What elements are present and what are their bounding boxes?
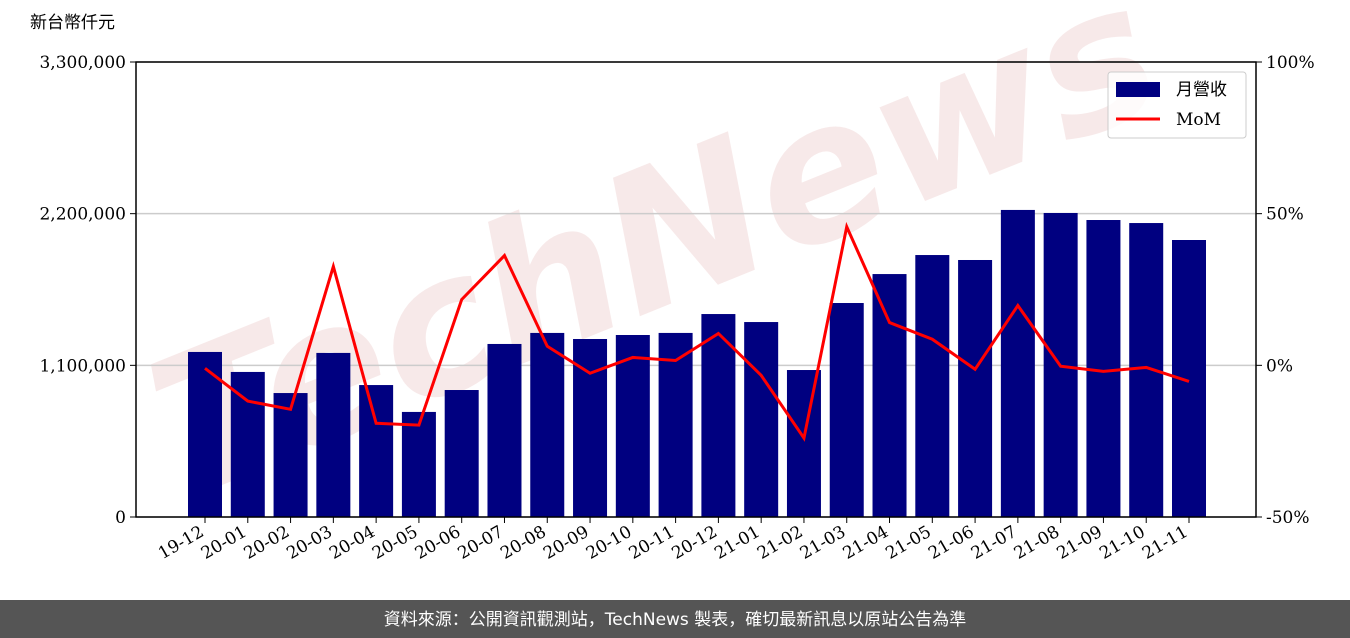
line — [204, 221, 1190, 442]
footer-bar — [0, 600, 1350, 638]
x-tick-label: 21-03 — [797, 522, 849, 564]
bar — [786, 370, 821, 517]
x-tick-label: 20-11 — [626, 522, 678, 564]
y-tick-label: 0 — [115, 508, 126, 528]
bar — [915, 255, 950, 517]
x-tick-label: 20-12 — [668, 522, 720, 564]
y-tick-label: 1,100,000 — [39, 356, 126, 376]
x-tick-label: 21-09 — [1053, 522, 1105, 564]
y-tick-label: 3,300,000 — [39, 53, 126, 73]
legend-label: 月營收 — [1176, 80, 1227, 100]
x-tick-label: 20-03 — [283, 522, 335, 564]
bar — [487, 343, 522, 517]
x-tick-label: 20-10 — [583, 522, 635, 564]
bar — [829, 303, 864, 517]
plot-frame — [135, 61, 1257, 518]
bar — [273, 393, 308, 517]
bar — [958, 259, 993, 517]
bar — [230, 371, 265, 517]
x-tick-label: 20-09 — [540, 522, 592, 564]
bar — [658, 332, 693, 517]
x-tick-label: 21-08 — [1011, 522, 1063, 564]
x-tick-label: 21-11 — [1139, 522, 1191, 564]
bar — [359, 385, 394, 517]
bar — [1086, 220, 1121, 517]
legend-swatch — [1116, 82, 1160, 97]
y2-tick-label: 50% — [1266, 205, 1304, 225]
x-tick-label: 20-04 — [326, 522, 378, 564]
bar — [401, 411, 436, 517]
bar — [744, 322, 779, 517]
bar — [615, 335, 650, 517]
x-tick-label: 21-06 — [925, 522, 977, 564]
bar — [530, 332, 565, 517]
bar — [872, 274, 907, 517]
x-tick-label: 20-05 — [369, 522, 421, 564]
x-tick-label: 21-07 — [968, 522, 1020, 564]
x-tick-label: 21-04 — [840, 522, 892, 564]
y2-tick-label: 100% — [1266, 53, 1315, 73]
x-tick-label: 21-01 — [711, 522, 763, 564]
bar — [701, 314, 736, 517]
x-tick-label: 21-02 — [754, 522, 806, 564]
x-tick-label: 21-10 — [1096, 522, 1148, 564]
y2-tick-label: -50% — [1266, 508, 1310, 528]
y-axis-label: 新台幣仟元 — [30, 13, 115, 33]
x-tick-label: 21-05 — [882, 522, 934, 564]
x-tick-label: 20-06 — [412, 522, 464, 564]
bar — [316, 352, 351, 517]
x-tick-label: 19-12 — [155, 522, 207, 564]
bar — [188, 351, 222, 517]
footer: 資料來源：公開資訊觀測站，TechNews 製表，確切最新訊息以原站公告為準 — [384, 610, 966, 630]
bar — [1000, 209, 1035, 517]
legend-label: MoM — [1176, 110, 1221, 130]
bar — [444, 390, 479, 517]
x-tick-label: 20-02 — [241, 522, 293, 564]
y-tick-label: 2,200,000 — [39, 205, 126, 225]
y2-tick-label: 0% — [1266, 356, 1293, 376]
x-tick-label: 20-07 — [455, 522, 507, 564]
x-tick-label: 20-08 — [497, 522, 549, 564]
